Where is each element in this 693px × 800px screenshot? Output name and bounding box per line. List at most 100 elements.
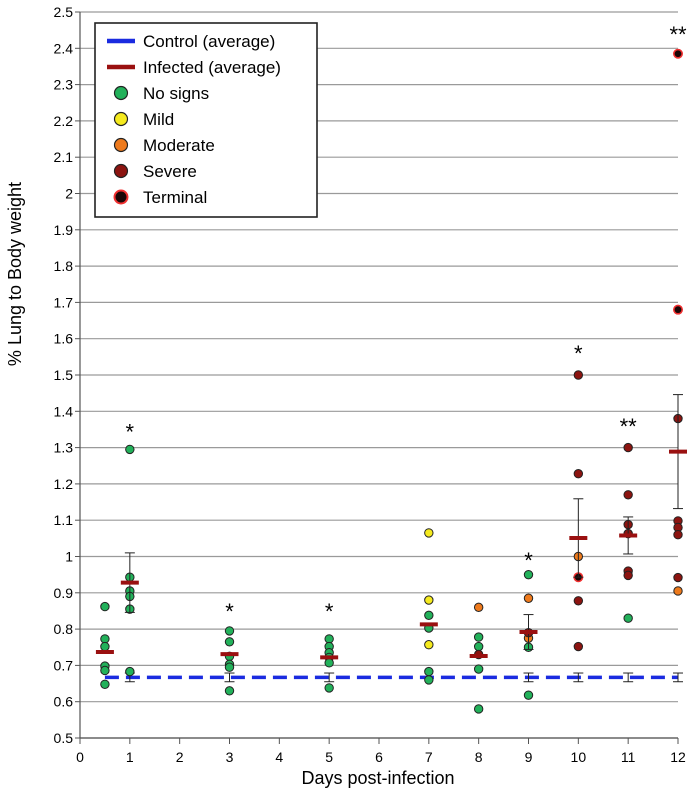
x-tick-label: 9 — [525, 749, 533, 765]
legend-label-terminal: Terminal — [143, 188, 207, 207]
legend-label-moderate: Moderate — [143, 136, 215, 155]
infected-average-series — [95, 394, 687, 660]
point-no-signs — [473, 632, 484, 642]
point-no-signs — [523, 690, 534, 700]
significance-annotations: ** ******* — [126, 22, 687, 624]
y-tick-label: 2.4 — [54, 40, 74, 56]
point-no-signs — [424, 610, 434, 621]
legend-swatch-terminal — [113, 189, 129, 205]
point-no-signs — [125, 444, 135, 455]
significance-mark: * — [574, 341, 583, 366]
x-tick-label: 10 — [571, 749, 587, 765]
y-tick-label: 0.7 — [54, 657, 74, 673]
point-no-signs — [100, 679, 110, 689]
point-severe — [573, 596, 584, 606]
y-tick-label: 1.8 — [54, 258, 74, 274]
point-no-signs — [224, 637, 235, 647]
point-no-signs — [100, 665, 110, 676]
point-terminal — [672, 48, 683, 59]
legend-label-mild: Mild — [143, 110, 174, 129]
x-tick-label: 0 — [76, 749, 84, 765]
point-mild — [424, 528, 434, 538]
legend: Control (average) Infected (average) No si… — [94, 22, 318, 218]
y-tick-label: 0.9 — [54, 585, 74, 601]
point-no-signs — [473, 664, 484, 674]
y-tick-label: 2.2 — [54, 113, 74, 129]
point-no-signs — [324, 683, 334, 693]
significance-mark: ** — [620, 414, 638, 439]
legend-swatch-severe — [113, 163, 129, 179]
point-severe — [573, 469, 584, 479]
y-tick-label: 0.6 — [54, 694, 74, 710]
point-no-signs — [224, 662, 235, 672]
x-tick-label: 3 — [226, 749, 234, 765]
point-no-signs — [224, 686, 235, 696]
x-tick-label: 1 — [126, 749, 134, 765]
axes — [75, 11, 679, 744]
point-moderate — [673, 586, 683, 596]
point-severe — [623, 442, 633, 453]
x-tick-label: 5 — [325, 749, 333, 765]
point-severe — [573, 641, 584, 652]
x-tick-label: 8 — [475, 749, 483, 765]
y-tick-label: 1.5 — [54, 367, 74, 383]
y-tick-label: 1.9 — [54, 222, 74, 238]
point-no-signs — [473, 641, 484, 652]
x-axis-label: Days post-infection — [301, 768, 454, 788]
x-tick-label: 4 — [275, 749, 283, 765]
point-severe — [673, 572, 683, 583]
y-tick-label: 2.3 — [54, 77, 74, 93]
y-tick-label: 1.3 — [54, 440, 74, 456]
legend-swatch-no-signs — [113, 85, 129, 101]
significance-mark: * — [524, 548, 533, 573]
point-mild — [424, 640, 434, 650]
y-tick-label: 2.5 — [54, 4, 74, 20]
significance-mark: * — [126, 419, 135, 444]
legend-swatch-moderate — [113, 137, 129, 153]
y-tick-labels: 0.5 0.6 0.7 0.8 0.9 1 1.1 1.2 1.3 1.4 1.5 1.6 1.7 1.8… — [54, 4, 74, 746]
point-no-signs — [424, 666, 434, 677]
legend-box — [94, 22, 318, 218]
legend-label-infected-average: Infected (average) — [143, 58, 281, 77]
legend-swatch-mild — [113, 111, 129, 127]
point-moderate — [523, 593, 534, 603]
legend-label-no-signs: No signs — [143, 84, 209, 103]
y-tick-label: 0.5 — [54, 730, 74, 746]
y-tick-label: 1.7 — [54, 294, 74, 310]
legend-label-severe: Severe — [143, 162, 197, 181]
y-tick-label: 2.1 — [54, 149, 74, 165]
grid-lines — [80, 11, 678, 739]
point-terminal — [672, 304, 683, 315]
y-tick-label: 2 — [65, 186, 73, 202]
control-average-series — [104, 672, 683, 683]
y-tick-label: 1.4 — [54, 403, 74, 419]
point-moderate — [473, 602, 484, 613]
point-no-signs — [424, 675, 434, 685]
y-tick-label: 1.1 — [54, 512, 74, 528]
point-severe — [623, 570, 633, 581]
y-tick-label: 1.2 — [54, 476, 74, 492]
legend-label-control-average: Control (average) — [143, 32, 275, 51]
point-no-signs — [623, 613, 633, 623]
point-severe — [673, 530, 683, 540]
x-tick-label: 7 — [425, 749, 433, 765]
x-tick-labels: 0 1 2 3 4 5 6 7 8 9 10 11 12 — [76, 749, 686, 765]
point-no-signs — [324, 658, 334, 668]
significance-mark: * — [225, 599, 234, 624]
x-tick-label: 11 — [621, 749, 636, 765]
x-tick-label: 12 — [670, 749, 686, 765]
y-axis-label: % Lung to Body weight — [5, 182, 25, 366]
point-no-signs — [100, 641, 110, 652]
point-no-signs — [125, 666, 135, 677]
point-severe — [623, 490, 633, 500]
significance-mark: ** — [669, 22, 687, 47]
point-severe — [573, 370, 584, 380]
significance-mark: * — [325, 599, 334, 624]
point-no-signs — [473, 704, 484, 714]
x-tick-label: 2 — [176, 749, 184, 765]
y-tick-label: 1 — [65, 549, 73, 565]
point-no-signs — [224, 626, 235, 636]
point-mild — [424, 595, 434, 605]
y-tick-label: 1.6 — [54, 331, 74, 347]
